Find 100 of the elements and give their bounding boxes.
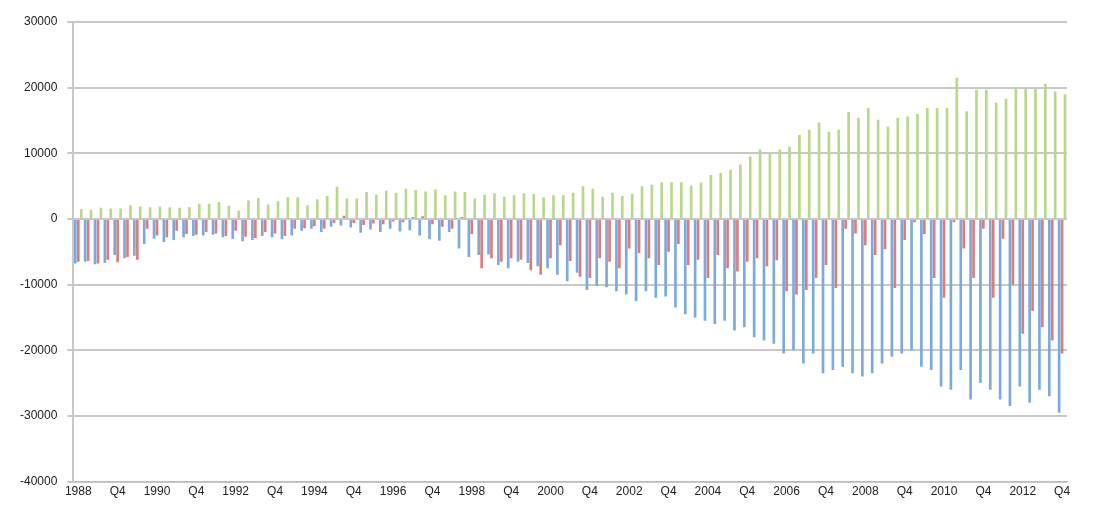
bar: [549, 219, 552, 259]
bar: [349, 219, 353, 228]
x-tick-label: Q4: [109, 484, 126, 499]
bar: [863, 219, 867, 246]
bar: [443, 195, 447, 218]
bar: [502, 196, 506, 218]
bar: [870, 219, 874, 374]
bar: [483, 194, 486, 218]
bar: [719, 173, 723, 218]
bar: [861, 219, 864, 377]
bar: [689, 185, 693, 218]
x-tick-label: 2006: [773, 484, 801, 499]
x-tick-label: Q4: [660, 484, 677, 499]
bar: [352, 219, 356, 223]
bar: [866, 108, 870, 218]
bar: [532, 194, 536, 218]
bar: [552, 195, 555, 218]
bar: [424, 191, 427, 218]
bar: [900, 219, 904, 354]
bar: [811, 219, 815, 354]
x-tick-label: Q4: [739, 484, 756, 499]
bar: [142, 219, 146, 244]
bar: [975, 89, 978, 218]
x-tick-label: Q4: [581, 484, 599, 499]
bar: [165, 219, 169, 238]
bar: [627, 219, 631, 249]
bar: [923, 219, 926, 235]
bar: [119, 208, 122, 218]
bar: [539, 219, 542, 275]
bar: [686, 219, 690, 265]
y-tick-label: -40000: [19, 473, 58, 488]
bar: [988, 219, 992, 390]
bar: [434, 189, 437, 218]
bar: [372, 219, 375, 224]
bar: [244, 219, 247, 237]
bar: [260, 219, 264, 237]
bar: [565, 219, 569, 282]
bar: [670, 182, 673, 218]
bar: [906, 116, 909, 218]
bar: [414, 190, 418, 218]
bar: [608, 219, 611, 262]
bar: [601, 196, 604, 218]
bar: [188, 207, 191, 218]
x-tick-label: Q4: [1054, 484, 1071, 499]
bar: [985, 89, 988, 218]
x-tick-label: 1994: [301, 484, 329, 499]
bar: [1028, 219, 1031, 403]
y-tick-label: -20000: [19, 342, 58, 357]
bar: [1024, 88, 1028, 218]
bar: [480, 219, 483, 269]
x-tick-label: 1998: [458, 484, 486, 499]
bar: [129, 205, 132, 218]
bar: [178, 207, 181, 218]
bar: [716, 219, 720, 256]
bar: [79, 209, 83, 218]
bar: [1038, 219, 1041, 390]
x-tick-label: Q4: [975, 484, 992, 499]
bar: [903, 219, 906, 240]
bar: [726, 219, 729, 269]
bar: [1041, 219, 1044, 328]
bar: [1021, 219, 1025, 334]
bar: [739, 164, 742, 218]
bar: [611, 192, 614, 218]
bar: [775, 219, 779, 261]
bar: [447, 219, 451, 233]
bar: [664, 219, 667, 297]
bar: [745, 219, 749, 262]
bar: [913, 219, 916, 223]
bar: [116, 219, 119, 263]
bar: [536, 219, 540, 267]
x-tick-label: Q4: [424, 484, 441, 499]
bar: [605, 219, 608, 288]
bar: [847, 111, 850, 218]
bar: [804, 219, 808, 290]
bar: [925, 108, 929, 218]
bar: [359, 219, 362, 233]
bar: [556, 219, 559, 275]
bar: [959, 219, 963, 370]
bar: [1018, 219, 1022, 387]
bar: [237, 210, 240, 218]
bar: [493, 193, 496, 218]
bar: [296, 197, 299, 218]
bar: [355, 198, 359, 218]
bar: [506, 219, 510, 269]
bar: [982, 219, 985, 229]
bar: [546, 219, 549, 269]
bar: [683, 219, 687, 315]
bar: [418, 219, 421, 236]
bar: [979, 219, 982, 384]
bar: [231, 219, 235, 239]
y-tick-label: -10000: [19, 276, 58, 291]
bar: [802, 219, 805, 364]
bar: [175, 219, 178, 231]
bar: [1031, 219, 1034, 311]
bar: [615, 219, 618, 292]
bar: [408, 219, 412, 231]
bar: [795, 219, 798, 295]
bar: [369, 219, 372, 230]
bar: [841, 219, 845, 367]
bar: [851, 219, 854, 374]
